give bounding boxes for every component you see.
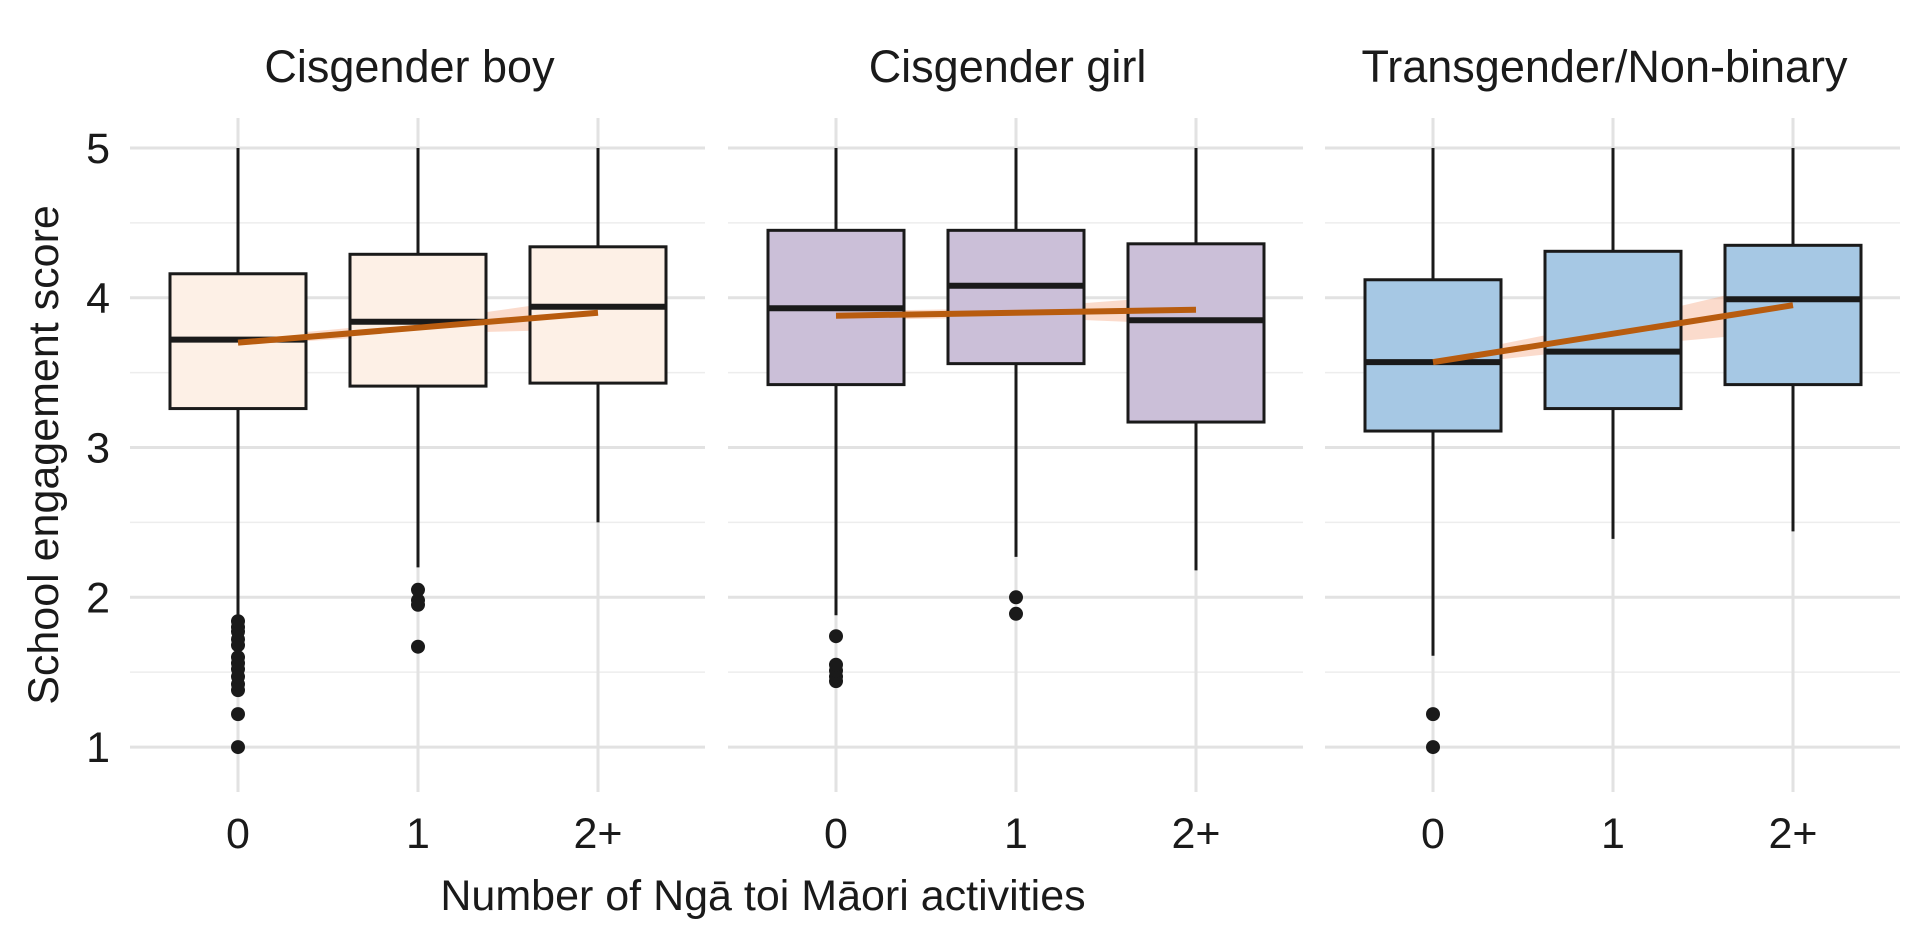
trend-line-layer	[237, 302, 1794, 366]
facet-title: Cisgender boy	[264, 41, 555, 92]
box-iqr	[1543, 249, 1683, 411]
outlier-point	[411, 582, 425, 597]
outlier-point	[1426, 740, 1440, 755]
trend-line	[835, 306, 1197, 319]
y-tick-label: 5	[86, 125, 110, 173]
outlier-point	[1009, 590, 1023, 605]
x-tick-label: 1	[1601, 810, 1625, 858]
x-tick-label: 2+	[573, 810, 622, 858]
facet-title: Transgender/Non-binary	[1361, 41, 1848, 92]
x-tick-label: 2+	[1171, 810, 1220, 858]
outlier-point	[1009, 606, 1023, 621]
x-tick-label: 2+	[1768, 810, 1817, 858]
x-tick-label: 0	[824, 810, 848, 858]
outlier-point	[829, 629, 843, 644]
x-tick-label: 0	[226, 810, 250, 858]
outlier-point	[829, 657, 843, 672]
outlier-point	[231, 707, 245, 722]
y-tick-label: 1	[86, 724, 110, 772]
y-tick-label: 4	[86, 275, 110, 323]
y-tick-label: 3	[86, 425, 110, 473]
box-iqr	[1126, 242, 1266, 424]
box-iqr	[946, 228, 1086, 366]
facet-title: Cisgender girl	[869, 41, 1147, 92]
trend-line	[237, 309, 599, 346]
x-axis-title: Number of Ngā toi Māori activities	[440, 872, 1085, 920]
outlier-point	[231, 740, 245, 755]
x-tick-label: 1	[406, 810, 430, 858]
label-layer: Cisgender boy 0 1 2+ Cisgender girl 0 1 2+ Trans…	[86, 41, 1848, 858]
outlier-point	[411, 639, 425, 654]
x-tick-label: 1	[1004, 810, 1028, 858]
outlier-point	[411, 593, 425, 608]
outlier-point	[231, 650, 245, 665]
x-tick-label: 0	[1421, 810, 1445, 858]
outlier-point	[1426, 707, 1440, 722]
outlier-point	[231, 614, 245, 629]
y-tick-label: 2	[86, 574, 110, 622]
trend-line	[1432, 302, 1794, 366]
y-axis-title: School engagement score	[20, 205, 68, 705]
